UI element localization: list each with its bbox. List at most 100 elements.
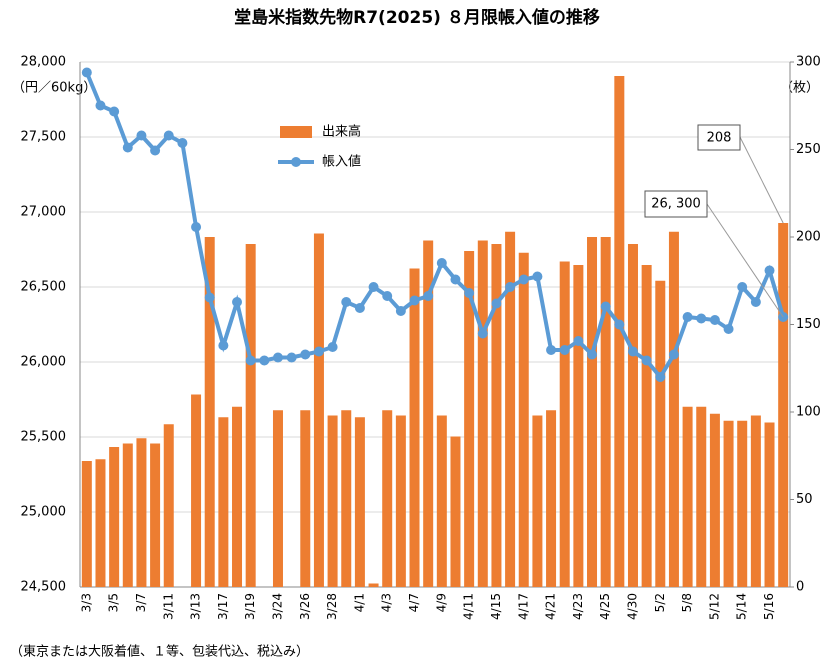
data-label: 208	[707, 131, 732, 146]
line	[84, 71, 786, 381]
bar	[723, 420, 734, 587]
x-tick-label: 3/5	[107, 593, 121, 612]
legend-label: 帳入値	[322, 154, 361, 170]
point	[300, 349, 311, 360]
bar	[614, 76, 625, 587]
bar	[436, 415, 447, 587]
x-tick-label: 4/7	[407, 593, 421, 612]
bar	[587, 237, 598, 587]
y2-tick-label: 50	[796, 492, 813, 507]
bar	[368, 583, 379, 587]
x-tick-label: 4/30	[625, 593, 639, 620]
x-tick-label: 4/21	[544, 593, 558, 620]
point	[122, 142, 133, 153]
bar	[477, 240, 488, 587]
bar	[382, 410, 393, 587]
y2-tick-label: 150	[796, 317, 821, 332]
bar	[354, 417, 365, 587]
bar	[327, 415, 338, 587]
bar	[668, 231, 679, 587]
bar	[245, 244, 256, 587]
bar	[409, 268, 420, 587]
y2-tick-label: 200	[796, 230, 821, 245]
point	[177, 138, 188, 148]
bar	[737, 420, 748, 587]
point	[764, 265, 775, 276]
bar	[204, 237, 215, 587]
x-tick-label: 3/11	[161, 593, 175, 620]
bar	[464, 251, 475, 587]
y-tick-label: 25,000	[21, 505, 67, 520]
bar	[518, 252, 529, 587]
bar	[696, 406, 707, 587]
point	[313, 346, 324, 357]
point	[191, 222, 202, 232]
bar	[709, 413, 720, 587]
point	[532, 271, 543, 282]
bar	[163, 424, 174, 587]
point	[409, 295, 420, 306]
point	[668, 349, 679, 360]
y-tick-label: 24,500	[21, 580, 67, 595]
point	[682, 312, 693, 322]
point	[354, 303, 365, 313]
point	[614, 319, 625, 330]
label-box	[644, 190, 708, 218]
bar	[218, 417, 229, 587]
leader-line	[739, 136, 784, 224]
y-tick-label: 25,500	[21, 430, 67, 445]
point	[573, 336, 584, 346]
x-tick-label: 3/24	[270, 593, 284, 620]
point	[559, 345, 570, 355]
x-tick-label: 3/13	[189, 593, 203, 620]
point	[477, 328, 488, 339]
y-tick-label: 27,000	[21, 205, 67, 220]
x-tick-label: 4/1	[352, 593, 366, 612]
legend-label: 出来高	[322, 124, 361, 140]
footnote: （東京または大阪着値、１等、包装代込、税込み）	[10, 644, 309, 660]
bar	[95, 459, 106, 587]
y2-axis-label: （枚）	[780, 81, 819, 96]
point	[259, 355, 270, 366]
point	[272, 352, 283, 363]
point	[136, 130, 147, 141]
x-tick-label: 5/16	[762, 593, 776, 620]
bar	[191, 394, 202, 587]
point	[245, 355, 256, 366]
x-tick-label: 3/17	[216, 593, 230, 620]
y-tick-label: 26,500	[21, 280, 67, 295]
bar	[232, 406, 243, 587]
bar	[546, 410, 557, 587]
point	[464, 288, 475, 298]
point	[505, 282, 516, 292]
y-tick-label: 26,000	[21, 355, 67, 370]
point	[368, 282, 379, 292]
y2-tick-label: 100	[796, 405, 821, 420]
point	[81, 67, 92, 78]
bar	[81, 461, 92, 587]
x-tick-label: 3/28	[325, 593, 339, 620]
bar	[641, 265, 652, 587]
y-tick-label: 27,500	[21, 130, 67, 145]
point	[341, 297, 352, 307]
x-tick-label: 5/12	[707, 593, 721, 620]
point	[450, 274, 461, 285]
point	[286, 352, 297, 363]
point	[395, 306, 406, 316]
x-tick-label: 3/19	[243, 593, 257, 620]
x-tick-label: 3/3	[79, 593, 93, 612]
bar	[109, 447, 120, 587]
bar	[505, 231, 516, 587]
y2-tick-label: 0	[796, 580, 804, 595]
bar	[341, 410, 352, 587]
point	[150, 145, 161, 156]
bar	[559, 261, 570, 587]
point	[232, 297, 243, 307]
label-box	[697, 124, 741, 151]
x-tick-label: 4/9	[434, 593, 448, 612]
bar	[450, 436, 461, 587]
x-tick-label: 4/11	[462, 593, 476, 620]
bar	[778, 223, 789, 587]
legend-swatch	[291, 157, 301, 167]
x-tick-label: 4/3	[380, 593, 394, 612]
